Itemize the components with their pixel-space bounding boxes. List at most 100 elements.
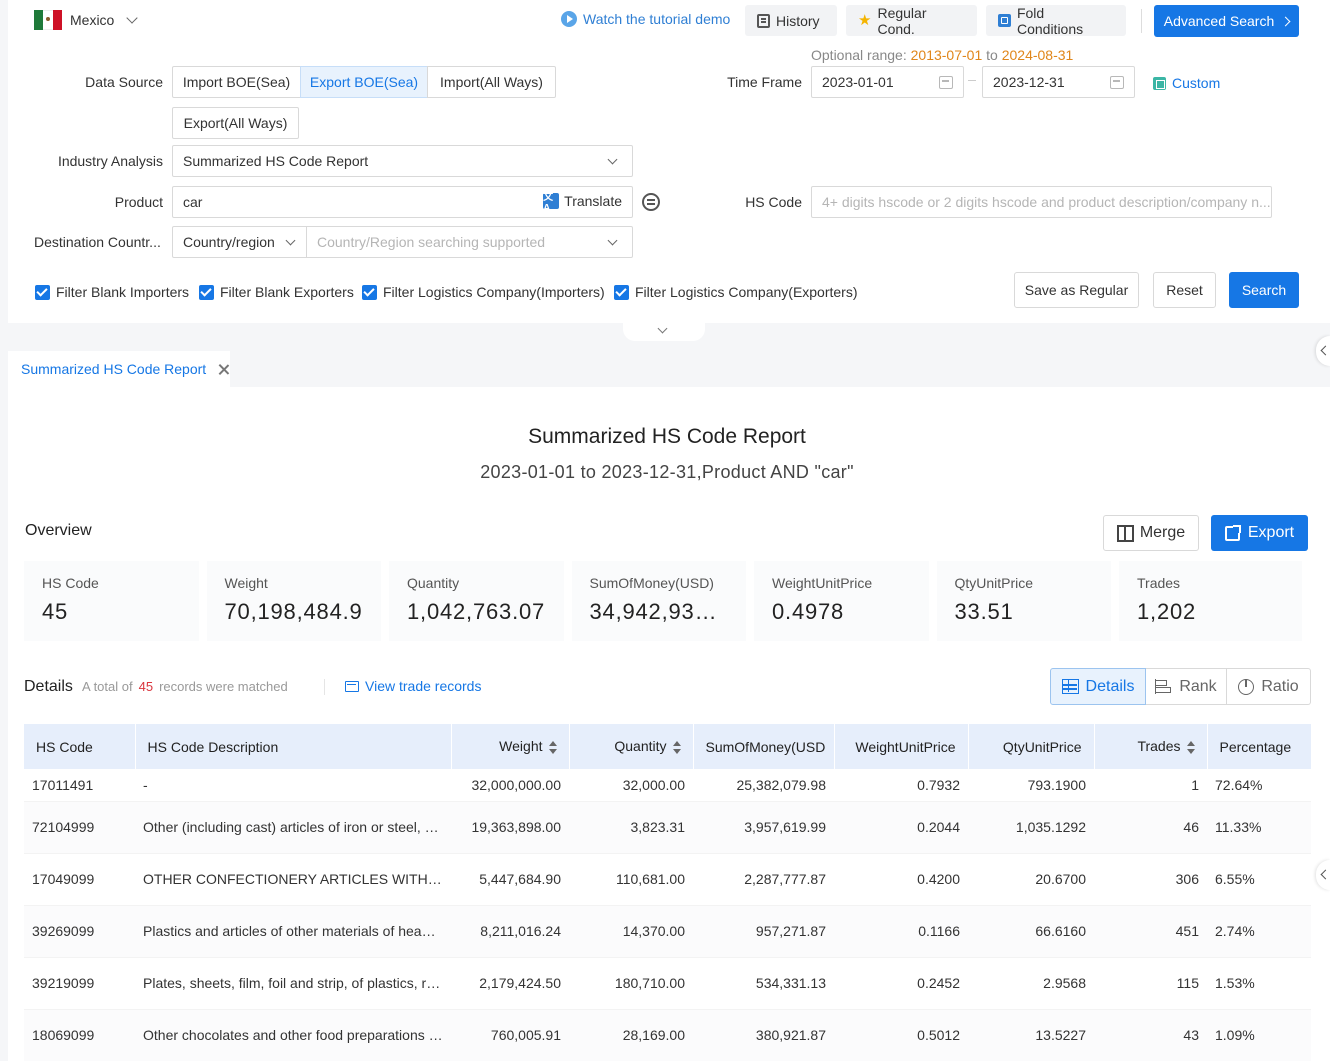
- top-bar: Mexico Watch the tutorial demo History ★…: [8, 0, 1330, 42]
- header-quantity[interactable]: Quantity: [569, 724, 694, 769]
- tab-summarized-hs-code-report[interactable]: Summarized HS Code Report: [8, 351, 230, 387]
- divider: [324, 679, 325, 695]
- country-name: Mexico: [70, 12, 115, 28]
- filter-blank-exporters-checkbox[interactable]: Filter Blank Exporters: [199, 284, 354, 300]
- data-source-export-all[interactable]: Export(All Ways): [172, 107, 299, 139]
- date-range-dash: [968, 80, 976, 81]
- card-key: Weight: [224, 575, 268, 591]
- reset-button[interactable]: Reset: [1153, 272, 1216, 308]
- view-tab-ratio[interactable]: Ratio: [1227, 668, 1311, 705]
- checkbox-label: Filter Blank Importers: [56, 284, 190, 300]
- side-collapse-toggle[interactable]: [1316, 860, 1330, 890]
- card-key: WeightUnitPrice: [772, 575, 873, 591]
- table-row[interactable]: 39219099 Plates, sheets, film, foil and s…: [24, 957, 1311, 1010]
- product-input[interactable]: car 文A Translate: [172, 186, 633, 218]
- overview-card-qty-unit-price: QtyUnitPrice 33.51: [936, 561, 1119, 641]
- tutorial-link[interactable]: Watch the tutorial demo: [561, 11, 730, 27]
- custom-button[interactable]: Custom: [1153, 75, 1220, 91]
- optional-range-end: 2024-08-31: [1001, 47, 1074, 63]
- details-title: Details: [24, 678, 73, 695]
- view-trade-records-link[interactable]: View trade records: [345, 678, 481, 694]
- sort-icon[interactable]: [1186, 740, 1195, 755]
- chevron-right-icon: [1280, 16, 1291, 26]
- table-cell: 43: [1094, 1009, 1207, 1061]
- data-source-import-all[interactable]: Import(All Ways): [427, 66, 556, 98]
- view-tab-rank[interactable]: Rank: [1146, 668, 1227, 705]
- report-subtitle: 2023-01-01 to 2023-12-31,Product AND "ca…: [480, 462, 854, 482]
- table-row[interactable]: 17049099 OTHER CONFECTIONERY ARTICLES WIT…: [24, 853, 1311, 906]
- history-button[interactable]: History: [745, 5, 837, 36]
- table-row[interactable]: 72104999 Other (including cast) articles …: [24, 801, 1311, 854]
- side-collapse-toggle[interactable]: [1316, 336, 1330, 366]
- destination-type-select[interactable]: Country/region: [172, 226, 307, 258]
- optional-range-label: Optional range:: [811, 47, 907, 63]
- table-cell: 0.4200: [834, 853, 968, 906]
- fold-conditions-button[interactable]: Fold Conditions: [986, 5, 1126, 37]
- filter-logistics-exporters-checkbox[interactable]: Filter Logistics Company(Exporters): [614, 284, 858, 300]
- table-cell: 306: [1094, 853, 1207, 906]
- start-date-input[interactable]: 2023-01-01: [811, 66, 964, 98]
- header-sum-of-money[interactable]: SumOfMoney(USD: [693, 724, 835, 769]
- sort-icon[interactable]: [548, 740, 557, 755]
- header-label: WeightUnitPrice: [855, 738, 956, 755]
- tab-label: Summarized HS Code Report: [21, 361, 207, 377]
- table-cell: 5,447,684.90: [451, 853, 569, 906]
- header-weight-unit-price[interactable]: WeightUnitPrice: [834, 724, 969, 769]
- hs-code-input[interactable]: 4+ digits hscode or 2 digits hscode and …: [811, 186, 1272, 218]
- table-cell: 0.7932: [834, 769, 968, 802]
- filter-logistics-importers-checkbox[interactable]: Filter Logistics Company(Importers): [362, 284, 605, 300]
- filter-blank-importers-checkbox[interactable]: Filter Blank Importers: [35, 284, 189, 300]
- industry-analysis-select[interactable]: Summarized HS Code Report: [172, 145, 633, 177]
- product-value: car: [183, 194, 203, 210]
- table-row[interactable]: 18069099 Other chocolates and other food …: [24, 1009, 1311, 1061]
- export-button[interactable]: Export: [1211, 515, 1308, 551]
- card-value: 1,042,763.07: [407, 599, 546, 624]
- close-icon[interactable]: [218, 364, 229, 375]
- table-cell: 1.53%: [1207, 957, 1311, 1010]
- export-icon: [1224, 524, 1241, 541]
- report-title: Summarized HS Code Report: [528, 425, 806, 448]
- table-row[interactable]: 39269099 Plastics and articles of other m…: [24, 905, 1311, 958]
- view-tab-details[interactable]: Details: [1050, 668, 1146, 705]
- country-selector[interactable]: Mexico: [34, 10, 139, 30]
- advanced-search-button[interactable]: Advanced Search: [1154, 5, 1299, 37]
- sort-icon[interactable]: [672, 740, 681, 755]
- records-suffix: records were matched: [159, 679, 288, 694]
- table-cell: 3,957,619.99: [693, 801, 834, 854]
- table-cell: 110,681.00: [569, 853, 693, 906]
- play-icon: [561, 11, 577, 27]
- table-cell: 25,382,079.98: [693, 769, 834, 802]
- table-cell: 19,363,898.00: [451, 801, 569, 854]
- industry-analysis-value: Summarized HS Code Report: [183, 153, 369, 169]
- report-panel: Summarized HS Code Report 2023-01-01 to …: [8, 387, 1330, 1061]
- save-as-regular-button[interactable]: Save as Regular: [1014, 272, 1139, 308]
- header-hs-code[interactable]: HS Code: [24, 724, 136, 769]
- destination-type-value: Country/region: [183, 234, 275, 250]
- translate-button[interactable]: 文A Translate: [543, 192, 622, 214]
- hs-code-label: HS Code: [745, 194, 802, 210]
- table-row[interactable]: 17011491-32,000,000.00 32,000.00 25,382,07…: [24, 769, 1311, 802]
- data-source-import-sea[interactable]: Import BOE(Sea): [172, 66, 301, 98]
- table-cell: 2,179,424.50: [451, 957, 569, 1010]
- message-icon[interactable]: [642, 193, 660, 211]
- merge-button[interactable]: Merge: [1103, 515, 1199, 551]
- table-cell: 534,331.13: [693, 957, 834, 1010]
- header-weight[interactable]: Weight: [451, 724, 570, 769]
- regular-cond-label: Regular Cond.: [877, 4, 927, 37]
- regular-cond-button[interactable]: ★ Regular Cond.: [846, 4, 977, 37]
- chevron-down-icon: [126, 12, 139, 24]
- destination-placeholder: Country/Region searching supported: [317, 234, 546, 250]
- card-key: QtyUnitPrice: [954, 575, 1034, 591]
- data-source-export-sea[interactable]: Export BOE(Sea): [300, 66, 428, 98]
- optional-range: Optional range: 2013-07-01 to 2024-08-31: [811, 47, 1073, 63]
- destination-country-select[interactable]: Country/Region searching supported: [306, 226, 633, 258]
- collapse-panel-toggle[interactable]: [623, 323, 705, 341]
- search-button[interactable]: Search: [1229, 272, 1299, 308]
- table-cell: Plastics and articles of other materials…: [135, 905, 451, 958]
- header-qty-unit-price[interactable]: QtyUnitPrice: [968, 724, 1095, 769]
- filter-panel: Optional range: 2013-07-01 to 2024-08-31…: [8, 42, 1330, 323]
- end-date-input[interactable]: 2023-12-31: [982, 66, 1135, 98]
- records-number: 45: [138, 679, 154, 694]
- header-trades[interactable]: Trades: [1094, 724, 1208, 769]
- card-key: Trades: [1137, 575, 1181, 591]
